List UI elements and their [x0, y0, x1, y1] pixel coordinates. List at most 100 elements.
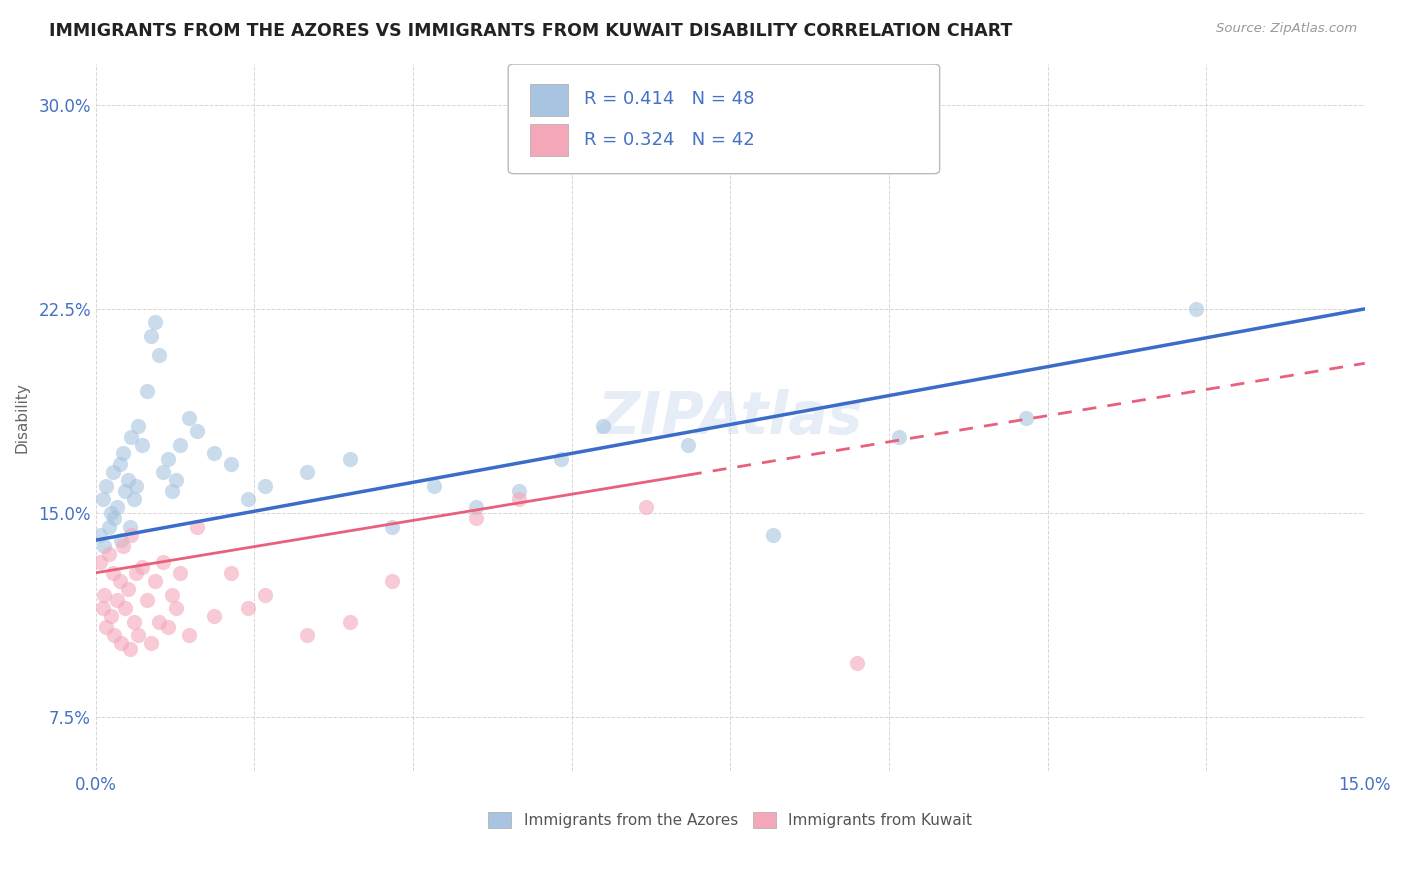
Point: [169, 566, 191, 580]
Point: [381, 574, 404, 588]
Point: [148, 348, 170, 362]
Point: [177, 628, 200, 642]
Point: [1015, 410, 1038, 425]
Point: [117, 582, 139, 596]
Point: [125, 479, 148, 493]
Point: [465, 500, 488, 515]
Point: [219, 457, 242, 471]
Point: [105, 500, 128, 515]
Point: [103, 511, 125, 525]
Point: [761, 527, 783, 541]
Point: [165, 473, 187, 487]
Point: [339, 451, 361, 466]
Y-axis label: Disability: Disability: [15, 383, 30, 453]
Point: [156, 451, 179, 466]
Point: [253, 588, 276, 602]
Point: [89, 527, 111, 541]
Point: [160, 484, 183, 499]
Point: [125, 566, 148, 580]
Point: [108, 457, 131, 471]
FancyBboxPatch shape: [530, 84, 568, 116]
Point: [127, 628, 149, 642]
Point: [114, 601, 136, 615]
Point: [93, 539, 115, 553]
Point: [110, 533, 132, 548]
Point: [550, 451, 572, 466]
Point: [105, 593, 128, 607]
Point: [165, 601, 187, 615]
Point: [94, 620, 117, 634]
Point: [186, 519, 208, 533]
Point: [177, 410, 200, 425]
Point: [131, 438, 153, 452]
Point: [889, 430, 911, 444]
Text: Source: ZipAtlas.com: Source: ZipAtlas.com: [1216, 22, 1357, 36]
Point: [117, 473, 139, 487]
Point: [202, 446, 225, 460]
Point: [219, 566, 242, 580]
Point: [297, 628, 319, 642]
FancyBboxPatch shape: [508, 64, 939, 174]
Point: [508, 484, 530, 499]
Point: [148, 615, 170, 629]
Point: [108, 574, 131, 588]
Point: [111, 446, 134, 460]
Point: [152, 555, 174, 569]
Point: [1184, 301, 1206, 316]
Point: [592, 418, 614, 433]
Point: [91, 492, 114, 507]
Point: [120, 527, 142, 541]
Point: [423, 479, 446, 493]
Point: [846, 656, 869, 670]
Text: ZIPAtlas: ZIPAtlas: [598, 389, 863, 446]
Point: [118, 519, 141, 533]
Point: [100, 609, 122, 624]
Point: [93, 588, 115, 602]
Point: [120, 430, 142, 444]
Point: [139, 329, 162, 343]
Point: [122, 492, 145, 507]
Point: [131, 560, 153, 574]
Point: [202, 609, 225, 624]
Point: [127, 418, 149, 433]
Point: [143, 574, 166, 588]
Point: [169, 438, 191, 452]
Point: [156, 620, 179, 634]
Point: [236, 492, 259, 507]
Point: [676, 438, 699, 452]
Point: [94, 479, 117, 493]
Point: [101, 465, 124, 479]
Point: [101, 566, 124, 580]
Text: IMMIGRANTS FROM THE AZORES VS IMMIGRANTS FROM KUWAIT DISABILITY CORRELATION CHAR: IMMIGRANTS FROM THE AZORES VS IMMIGRANTS…: [49, 22, 1012, 40]
Point: [118, 642, 141, 657]
Point: [297, 465, 319, 479]
Point: [103, 628, 125, 642]
Point: [634, 500, 657, 515]
Point: [91, 601, 114, 615]
Point: [100, 506, 122, 520]
Point: [186, 425, 208, 439]
Point: [508, 492, 530, 507]
Point: [122, 615, 145, 629]
Point: [236, 601, 259, 615]
Point: [135, 384, 157, 398]
Point: [110, 636, 132, 650]
Point: [160, 588, 183, 602]
Point: [139, 636, 162, 650]
Point: [97, 547, 120, 561]
Point: [135, 593, 157, 607]
Point: [465, 511, 488, 525]
Point: [152, 465, 174, 479]
Point: [143, 316, 166, 330]
Legend: Immigrants from the Azores, Immigrants from Kuwait: Immigrants from the Azores, Immigrants f…: [482, 806, 979, 834]
Point: [114, 484, 136, 499]
Text: R = 0.414   N = 48: R = 0.414 N = 48: [585, 90, 755, 109]
Point: [111, 539, 134, 553]
Point: [253, 479, 276, 493]
Point: [381, 519, 404, 533]
Point: [89, 555, 111, 569]
Text: R = 0.324   N = 42: R = 0.324 N = 42: [585, 131, 755, 149]
FancyBboxPatch shape: [530, 124, 568, 156]
Point: [339, 615, 361, 629]
Point: [97, 519, 120, 533]
